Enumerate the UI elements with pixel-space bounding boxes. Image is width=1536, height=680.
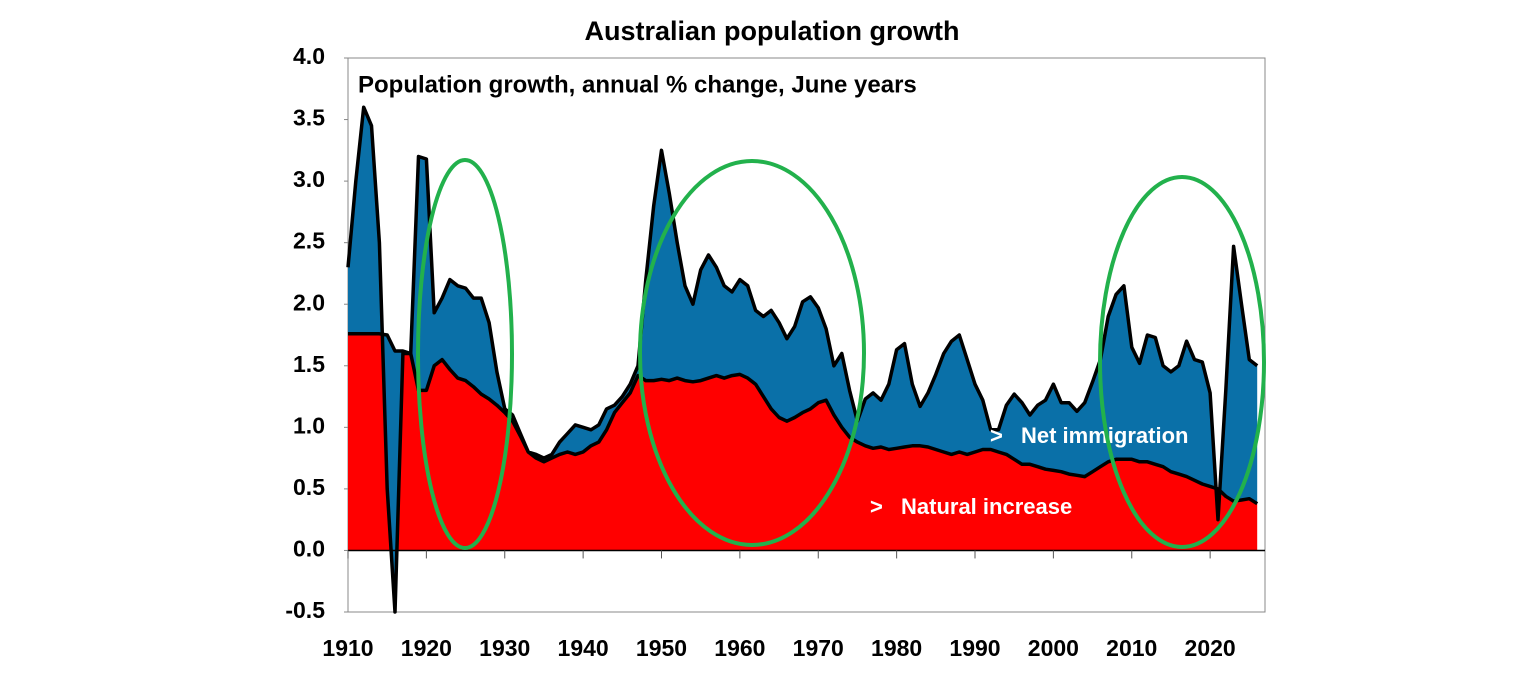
subtitle: Population growth, annual % change, June… bbox=[358, 71, 917, 98]
y-tick-label: 0.0 bbox=[293, 536, 325, 562]
area bbox=[348, 107, 1258, 612]
x-tick-label: 1990 bbox=[949, 635, 1000, 661]
plot-area bbox=[344, 57, 1266, 614]
x-tick-label: 2020 bbox=[1185, 635, 1236, 661]
x-tick-label: 1910 bbox=[322, 635, 373, 661]
line bbox=[346, 105, 1259, 614]
y-tick-label: 3.5 bbox=[293, 105, 325, 131]
y-tick-label: 1.0 bbox=[293, 412, 325, 438]
x-tick-label: 1960 bbox=[714, 635, 765, 661]
chart-title: Australian population growth bbox=[585, 16, 960, 46]
x-tick-label: 1980 bbox=[871, 635, 922, 661]
x-tick-label: 1920 bbox=[401, 635, 452, 661]
x-tick-label: 2000 bbox=[1028, 635, 1079, 661]
area bbox=[348, 333, 1258, 551]
x-tick-label: 1950 bbox=[636, 635, 687, 661]
x-tick-label: 1970 bbox=[793, 635, 844, 661]
y-tick-label: 0.5 bbox=[293, 474, 325, 500]
y-tick-label: 2.5 bbox=[293, 228, 325, 254]
x-tick-label: 1930 bbox=[479, 635, 530, 661]
y-tick-label: -0.5 bbox=[285, 597, 325, 623]
highlight-ellipse bbox=[638, 159, 866, 547]
line bbox=[348, 332, 1259, 506]
x-tick-label: 1940 bbox=[558, 635, 609, 661]
highlight-ellipse bbox=[416, 158, 514, 550]
annotation: Natural increase bbox=[901, 494, 1072, 519]
y-tick-label: 1.5 bbox=[293, 351, 325, 377]
y-tick-label: 2.0 bbox=[293, 289, 325, 315]
highlight-ellipse bbox=[1098, 175, 1266, 549]
annotation-prefix: > bbox=[990, 423, 1003, 448]
y-tick-label: 4.0 bbox=[293, 43, 325, 69]
y-tick-label: 3.0 bbox=[293, 166, 325, 192]
annotation-prefix: > bbox=[870, 494, 883, 519]
x-tick-label: 2010 bbox=[1106, 635, 1157, 661]
